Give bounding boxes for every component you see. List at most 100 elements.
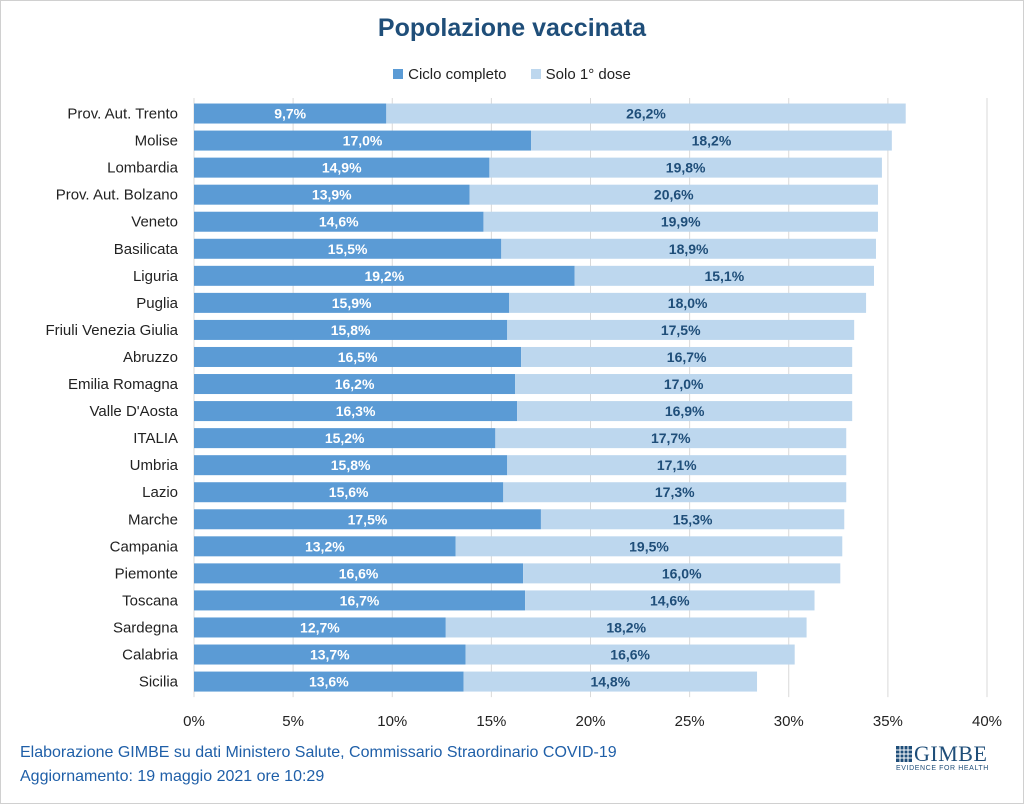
bar-segment (509, 292, 867, 313)
category-label: Prov. Aut. Bolzano (56, 187, 178, 204)
data-label: 18,0% (668, 295, 708, 311)
category-label: Marche (128, 511, 178, 528)
data-label: 16,7% (340, 592, 380, 608)
bar-segment (194, 455, 508, 476)
data-label: 15,1% (704, 268, 744, 284)
bar-segment (194, 103, 387, 124)
category-label: Abruzzo (123, 349, 178, 366)
data-label: 20,6% (654, 187, 694, 203)
data-label: 14,8% (590, 674, 630, 690)
data-label: 16,2% (335, 376, 375, 392)
bar-segment (194, 482, 504, 503)
category-label: Valle D'Aosta (90, 403, 179, 420)
bar-segment (194, 211, 484, 232)
data-label: 16,5% (338, 349, 378, 365)
bar-segment (465, 644, 795, 665)
data-label: 19,5% (629, 538, 669, 554)
bar-segment (531, 130, 892, 151)
data-label: 17,0% (664, 376, 704, 392)
x-tick-label: 5% (282, 713, 304, 730)
logo-tagline: EVIDENCE FOR HEALTH (896, 765, 989, 772)
data-label: 14,9% (322, 160, 362, 176)
x-tick-label: 10% (377, 713, 407, 730)
data-label: 14,6% (650, 592, 690, 608)
bar-segment (194, 292, 510, 313)
data-label: 17,5% (348, 511, 388, 527)
bar-segment (194, 157, 490, 178)
data-label: 16,6% (610, 647, 650, 663)
category-label: ITALIA (133, 430, 178, 447)
bar-segment (194, 374, 516, 395)
bar-segment (194, 130, 532, 151)
x-tick-label: 15% (476, 713, 506, 730)
bar-segment (521, 346, 853, 367)
data-label: 16,6% (339, 565, 379, 581)
legend-swatch-solo-prima-dose (530, 69, 541, 79)
legend-label-solo-prima-dose: Solo 1° dose (545, 66, 631, 83)
data-label: 18,9% (669, 241, 709, 257)
data-label: 13,9% (312, 187, 352, 203)
bar-segment (489, 157, 882, 178)
bar-segment (469, 184, 878, 205)
data-label: 16,7% (667, 349, 707, 365)
data-label: 12,7% (300, 619, 340, 635)
bar-chart: 0% 5% 10% 15% 20% 25% 30% 35% 40% Prov. Aut. Tren… (45, 98, 1002, 730)
bar-segment (483, 211, 878, 232)
category-label: Piemonte (115, 565, 178, 582)
data-label: 19,9% (661, 214, 701, 230)
bar-segment (194, 401, 518, 422)
legend-swatch-ciclo-completo (393, 69, 404, 79)
bar-segment (194, 238, 502, 259)
bar-segment (194, 671, 464, 692)
category-label: Sardegna (113, 619, 179, 636)
data-label: 15,6% (329, 484, 369, 500)
bar-segment (515, 374, 853, 395)
bar-segment (523, 563, 841, 584)
data-label: 16,0% (662, 565, 702, 581)
bar-segment (386, 103, 906, 124)
data-label: 18,2% (692, 133, 732, 149)
data-label: 9,7% (274, 106, 306, 122)
bar-segment (540, 509, 845, 530)
data-label: 17,7% (651, 430, 691, 446)
bar-segment (501, 238, 876, 259)
bar-segment (517, 401, 853, 422)
bar-segment (194, 536, 456, 557)
data-label: 15,2% (325, 430, 365, 446)
data-label: 13,2% (305, 538, 345, 554)
data-label: 17,5% (661, 322, 701, 338)
bar-segment (194, 184, 470, 205)
x-tick-label: 30% (774, 713, 804, 730)
bar-segment (194, 428, 496, 449)
x-tick-label: 40% (972, 713, 1002, 730)
bar-segment (194, 563, 524, 584)
x-tick-label: 35% (873, 713, 903, 730)
data-label: 13,6% (309, 674, 349, 690)
legend-item-solo-prima-dose: Solo 1° dose (530, 66, 631, 83)
bar-segment (194, 265, 575, 286)
data-label: 15,5% (328, 241, 368, 257)
category-label: Puglia (136, 295, 178, 312)
gimbe-logo: GIMBE EVIDENCE FOR HEALTH (896, 741, 996, 772)
data-label: 26,2% (626, 106, 666, 122)
bar-segment (194, 644, 466, 665)
category-label: Lazio (142, 484, 178, 501)
category-label: Liguria (133, 268, 179, 285)
bar-segment (455, 536, 843, 557)
footer-source: Elaborazione GIMBE su dati Ministero Sal… (20, 744, 617, 761)
category-label: Sicilia (139, 674, 179, 691)
data-label: 17,3% (655, 484, 695, 500)
legend-label-ciclo-completo: Ciclo completo (408, 66, 507, 83)
logo-wordmark: GIMBE (896, 741, 996, 767)
category-label: Prov. Aut. Trento (67, 106, 178, 123)
legend: Ciclo completo Solo 1° dose (0, 66, 1024, 83)
data-label: 17,0% (343, 133, 383, 149)
category-label: Molise (135, 133, 178, 150)
bar-segment (525, 590, 815, 611)
category-label: Emilia Romagna (68, 376, 179, 393)
bar-segment (194, 590, 526, 611)
category-label: Friuli Venezia Giulia (45, 322, 178, 339)
category-label: Campania (110, 538, 179, 555)
data-label: 17,1% (657, 457, 697, 473)
bar-segment (507, 319, 855, 340)
